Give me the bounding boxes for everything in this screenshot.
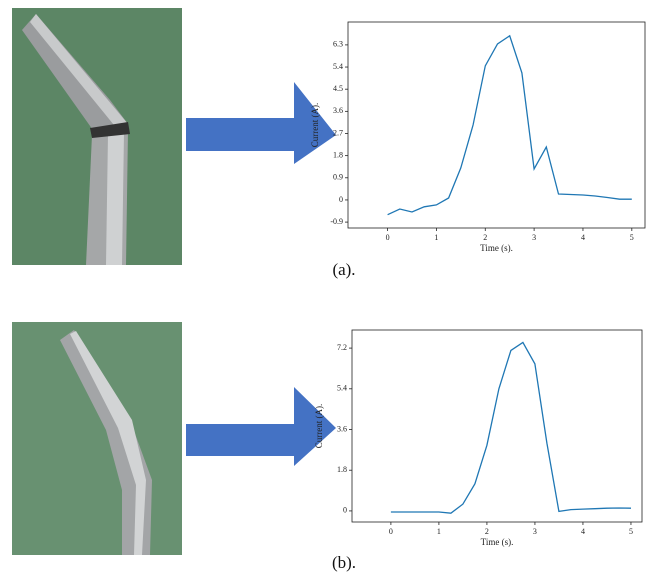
photo-a [12,8,182,265]
caption: (b). [332,553,356,572]
x-tick-label: 1 [434,233,438,242]
x-tick-label: 2 [485,527,489,536]
x-tick-label: 0 [386,233,390,242]
plot-frame [351,329,643,523]
x-axis-label: Time (s). [481,537,514,547]
y-axis-label: Current (A). [310,103,320,148]
data-line [390,341,632,514]
y-tick-label: 5.4 [337,384,347,393]
caption: (a). [332,260,355,279]
y-tick-label: 0 [343,506,347,515]
y-tick-label: 3.6 [333,106,343,115]
y-tick-label: 4.5 [333,84,343,93]
x-tick-label: 5 [629,527,633,536]
x-tick-label: 4 [581,233,585,242]
photo-b [12,322,182,555]
y-tick-label: 6.3 [333,40,343,49]
y-tick-label: 1.8 [333,150,343,159]
x-tick-label: 2 [483,233,487,242]
x-tick-label: 1 [437,527,441,536]
arrow-a [186,82,336,164]
data-line [387,34,632,216]
y-tick-label: 0 [339,195,343,204]
x-tick-label: 0 [389,527,393,536]
y-tick-label: 0.9 [333,173,343,182]
y-tick-label: 2.7 [333,128,343,137]
y-axis-label: Current (A). [314,404,324,449]
x-tick-label: 4 [581,527,585,536]
y-tick-label: 1.8 [337,465,347,474]
y-tick-label: -0.9 [330,217,343,226]
plot-frame [347,21,646,229]
y-tick-label: 7.2 [337,343,347,352]
x-tick-label: 3 [533,527,537,536]
y-tick-label: 3.6 [337,424,347,433]
x-tick-label: 5 [630,233,634,242]
x-tick-label: 3 [532,233,536,242]
arrow-b [186,387,336,466]
x-axis-label: Time (s). [480,243,513,253]
y-tick-label: 5.4 [333,62,343,71]
